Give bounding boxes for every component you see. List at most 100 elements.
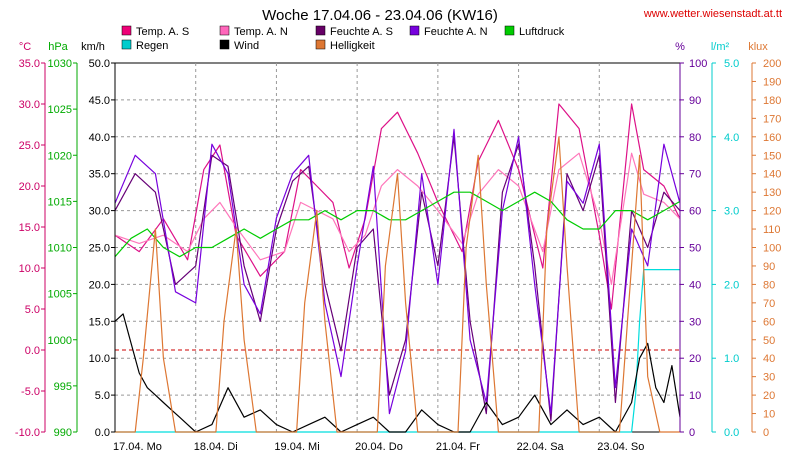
legend-label: Wind [234, 40, 259, 52]
axis-tick-label-light: 60 [763, 316, 775, 328]
axis-tick-label-light: 20 [763, 390, 775, 402]
x-tick-label: 20.04. Do [355, 441, 403, 453]
legend-label: Temp. A. S [136, 26, 189, 38]
axis-tick-label-light: 180 [763, 95, 781, 107]
x-tick-label: 18.04. Di [194, 441, 238, 453]
axis-tick-label-rain: 2.0 [724, 279, 739, 291]
x-tick-label: 19.04. Mi [274, 441, 319, 453]
axis-tick-label-light: 170 [763, 113, 781, 125]
axis-tick-label-hum: 50 [689, 243, 701, 255]
axis-tick-label-rain: 5.0 [724, 58, 739, 70]
axis-tick-label-light: 0 [763, 427, 769, 439]
series-line-luftdruck [114, 191, 681, 258]
chart-title: Woche 17.04.06 - 23.04.06 (KW16) [262, 7, 498, 24]
axis-tick-label-light: 40 [763, 353, 775, 365]
axis-tick-label-press: 1025 [48, 104, 72, 116]
axis-tick-label-wind: 30.0 [89, 206, 110, 218]
legend-swatch [409, 25, 420, 36]
axis-tick-label-light: 30 [763, 372, 775, 384]
legend-label: Helligkeit [330, 40, 375, 52]
axis-tick-label-press: 1015 [48, 196, 72, 208]
axis-tick-label-press: 995 [54, 381, 72, 393]
axis-tick-label-hum: 10 [689, 390, 701, 402]
axis-tick-label-light: 70 [763, 298, 775, 310]
axis-tick-label-light: 130 [763, 187, 781, 199]
axis-tick-label-wind: 25.0 [89, 243, 110, 255]
legend-label: Feuchte A. S [330, 26, 393, 38]
axis-tick-label-light: 140 [763, 169, 781, 181]
axis-unit-temp: °C [19, 41, 31, 53]
axis-tick-label-light: 50 [763, 335, 775, 347]
axis-tick-label-press: 1030 [48, 58, 72, 70]
axis-tick-label-hum: 70 [689, 169, 701, 181]
axis-tick-label-hum: 100 [689, 58, 707, 70]
axes-group: -10.0 -5.0 0.0 5.0 10.0 15.0 20.0 25.0 30.0 35.0 °… [15, 41, 781, 453]
legend-swatch [315, 39, 326, 50]
axis-tick-label-rain: 4.0 [724, 132, 739, 144]
axis-tick-label-press: 1020 [48, 150, 72, 162]
legend-swatch [121, 25, 132, 36]
axis-tick-label-wind: 35.0 [89, 169, 110, 181]
axis-tick-label-rain: 1.0 [724, 353, 739, 365]
axis-tick-label-hum: 80 [689, 132, 701, 144]
axis-tick-label-hum: 30 [689, 316, 701, 328]
axis-tick-label-press: 1000 [48, 335, 72, 347]
axis-tick-label-light: 90 [763, 261, 775, 273]
axis-tick-label-light: 100 [763, 243, 781, 255]
axis-tick-label-temp: 20.0 [19, 181, 40, 193]
axis-tick-label-temp: 5.0 [25, 304, 40, 316]
series-line-temp-a-s [114, 103, 681, 310]
legend-swatch [121, 39, 132, 50]
x-tick-label: 17.04. Mo [113, 441, 162, 453]
axis-unit-press: hPa [48, 41, 68, 53]
axis-tick-label-temp: 30.0 [19, 99, 40, 111]
axis-unit-light: klux [748, 41, 768, 53]
legend-label: Luftdruck [519, 26, 565, 38]
axis-tick-label-hum: 90 [689, 95, 701, 107]
axis-tick-label-light: 190 [763, 76, 781, 88]
x-tick-label: 21.04. Fr [436, 441, 480, 453]
series-line-regen [115, 269, 680, 433]
axis-tick-label-wind: 5.0 [95, 390, 110, 402]
axis-tick-label-light: 10 [763, 409, 775, 421]
axis-tick-label-hum: 0 [689, 427, 695, 439]
axis-tick-label-light: 160 [763, 132, 781, 144]
axis-tick-label-rain: 0.0 [724, 427, 739, 439]
x-tick-label: 23.04. So [597, 441, 644, 453]
axis-tick-label-press: 1005 [48, 289, 72, 301]
x-tick-label: 22.04. Sa [517, 441, 565, 453]
source-label: www.wetter.wiesenstadt.at.tt [643, 8, 782, 20]
axis-tick-label-wind: 15.0 [89, 316, 110, 328]
legend-label: Temp. A. N [234, 26, 288, 38]
axis-tick-label-wind: 20.0 [89, 279, 110, 291]
legend-label: Regen [136, 40, 168, 52]
axis-tick-label-temp: 15.0 [19, 222, 40, 234]
axis-tick-label-temp: 0.0 [25, 345, 40, 357]
axis-tick-label-press: 1010 [48, 243, 72, 255]
series-line-temp-a-n [114, 152, 681, 285]
axis-tick-label-light: 150 [763, 150, 781, 162]
axis-tick-label-temp: 35.0 [19, 58, 40, 70]
axis-tick-label-wind: 40.0 [89, 132, 110, 144]
legend-swatch [504, 25, 515, 36]
axis-tick-label-wind: 0.0 [95, 427, 110, 439]
legend: Temp. A. S Temp. A. N Feuchte A. S Feuchte … [121, 25, 565, 52]
axis-tick-label-wind: 45.0 [89, 95, 110, 107]
axis-tick-label-light: 120 [763, 206, 781, 218]
axis-tick-label-light: 110 [763, 224, 781, 236]
axis-tick-label-wind: 10.0 [89, 353, 110, 365]
axis-tick-label-light: 80 [763, 279, 775, 291]
axis-tick-label-rain: 3.0 [724, 206, 739, 218]
axis-tick-label-temp: 25.0 [19, 140, 40, 152]
axis-tick-label-press: 990 [54, 427, 72, 439]
legend-swatch [219, 39, 230, 50]
axis-unit-rain: l/m² [711, 41, 730, 53]
legend-swatch [315, 25, 326, 36]
series-group [114, 103, 681, 433]
axis-tick-label-light: 200 [763, 58, 781, 70]
axis-tick-label-hum: 60 [689, 206, 701, 218]
axis-tick-label-temp: -5.0 [21, 386, 40, 398]
legend-label: Feuchte A. N [424, 26, 488, 38]
series-line-helligkeit [115, 136, 680, 433]
